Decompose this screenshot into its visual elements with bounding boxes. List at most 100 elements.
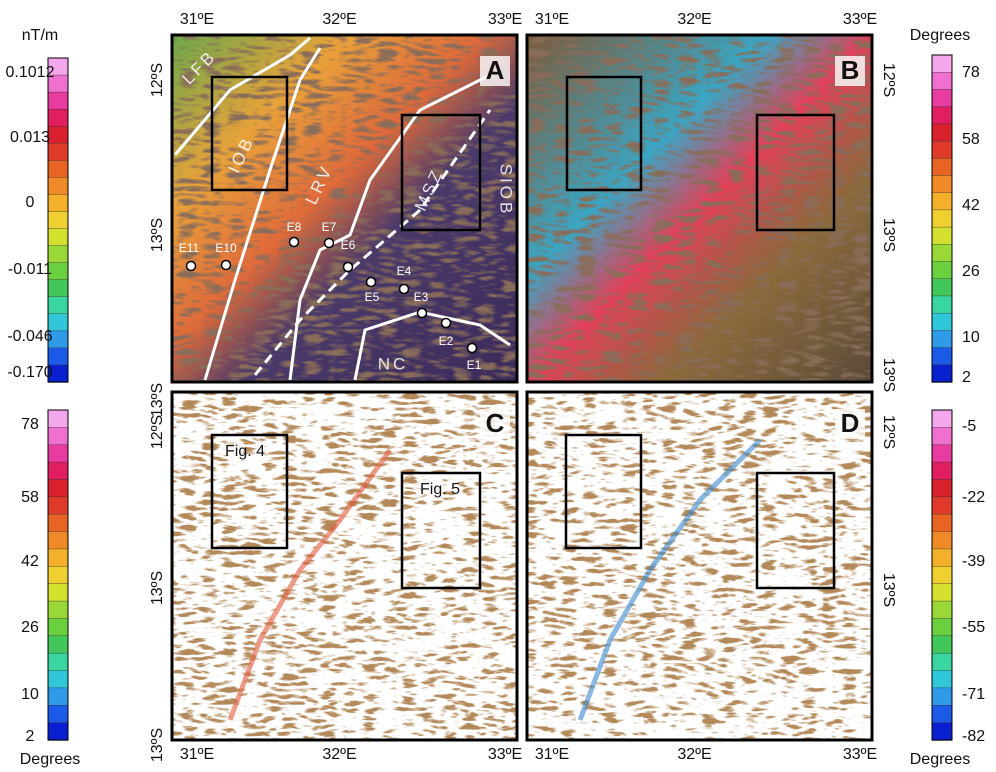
colorbar-step [932, 566, 952, 584]
colorbar-step [48, 549, 68, 567]
colorbar-step [932, 671, 952, 689]
colorbar-step [48, 229, 68, 247]
lat-label: 13ºS [149, 383, 166, 417]
colorbar-step [932, 723, 952, 741]
colorbar-step [932, 618, 952, 636]
colorbar-step [48, 618, 68, 636]
site-label: E6 [341, 238, 356, 252]
colorbar-label: 78 [962, 64, 980, 81]
colorbar-step [48, 601, 68, 619]
colorbar-step [48, 723, 68, 741]
site-label: E11 [179, 241, 200, 255]
lon-label: 32ºE [677, 11, 711, 28]
colorbar-step [48, 514, 68, 532]
colorbar-step [932, 427, 952, 445]
colorbar-step [932, 227, 952, 245]
colorbar-step [48, 348, 68, 366]
colorbar-unit: nT/m [22, 27, 58, 44]
colorbar-step [932, 158, 952, 176]
colorbar-step [48, 688, 68, 706]
lat-label: 12ºS [149, 63, 166, 97]
colorbar-step [932, 72, 952, 90]
colorbar-step [48, 194, 68, 212]
lon-label: 33ºE [488, 11, 522, 28]
lon-label: 32ºE [677, 746, 711, 763]
colorbar-label: 42 [21, 553, 39, 570]
lat-label: 13ºS [149, 218, 166, 252]
colorbar-step [932, 175, 952, 193]
region-label: NC [378, 354, 409, 373]
colorbar-label: -0.046 [7, 328, 52, 345]
lat-label: 12ºS [880, 415, 897, 449]
site-marker [442, 319, 451, 328]
colorbar-step [932, 497, 952, 515]
colorbar-label: 10 [21, 686, 39, 703]
site-marker [418, 309, 427, 318]
panel-a [172, 35, 517, 382]
colorbar-step [48, 566, 68, 584]
colorbar-step [48, 109, 68, 127]
site-marker [187, 262, 196, 271]
colorbar-label: 42 [962, 197, 980, 214]
colorbar-step [48, 705, 68, 723]
site-marker [468, 344, 477, 353]
site-label: E2 [439, 334, 454, 348]
colorbar-step [932, 262, 952, 280]
colorbar-step [48, 211, 68, 229]
colorbar-label: 78 [21, 416, 39, 433]
colorbar-label: 2 [26, 728, 35, 745]
colorbar-label: -22 [962, 489, 985, 506]
colorbar-label: -5 [962, 418, 976, 435]
inset-label: Fig. 4 [225, 443, 265, 460]
colorbar-step [932, 584, 952, 602]
colorbar-step [48, 636, 68, 654]
colorbar-step [932, 348, 952, 366]
colorbar-step [932, 55, 952, 73]
colorbar-label: -82 [962, 728, 985, 745]
region-label: SIOB [497, 164, 516, 217]
colorbar-step [932, 445, 952, 463]
panel-label: A [486, 55, 505, 85]
site-label: E1 [467, 358, 482, 372]
colorbar-step [932, 688, 952, 706]
lat-label: 12ºS [149, 415, 166, 449]
colorbar-label: -0.011 [8, 261, 52, 278]
colorbar-label: -39 [962, 553, 985, 570]
colorbar-step [932, 462, 952, 480]
lat-label: 13ºS [880, 358, 897, 392]
colorbar-step [48, 297, 68, 315]
colorbar-step [932, 636, 952, 654]
colorbar-label: 58 [962, 131, 980, 148]
map-texture [172, 392, 517, 740]
colorbar-step [932, 705, 952, 723]
panel-label: B [841, 55, 860, 85]
site-label: E4 [397, 264, 412, 278]
colorbar-unit: Degrees [20, 751, 80, 768]
site-marker [290, 238, 299, 247]
colorbar-step [48, 410, 68, 428]
colorbar-step [48, 160, 68, 178]
site-marker [367, 278, 376, 287]
colorbar-unit: Degrees [910, 27, 970, 44]
colorbar-label: 26 [21, 619, 39, 636]
colorbar-step [48, 584, 68, 602]
lon-label: 31ºE [535, 11, 569, 28]
lon-label: 33ºE [488, 746, 522, 763]
lat-label: 13ºS [880, 573, 897, 607]
colorbar-label: -0.170 [7, 364, 52, 381]
map-texture [527, 35, 872, 382]
lon-label: 33ºE [843, 746, 877, 763]
colorbar-label: 0.013 [10, 129, 50, 146]
colorbar-unit: Degrees [910, 751, 970, 768]
colorbar-step [932, 410, 952, 428]
colorbar-step [932, 532, 952, 550]
lat-label: 13ºS [149, 728, 166, 762]
colorbar-step [932, 244, 952, 262]
inset-label: Fig. 5 [420, 481, 460, 498]
colorbar-step [932, 279, 952, 297]
lon-label: 31ºE [180, 746, 214, 763]
colorbar-step [932, 296, 952, 314]
colorbar-step [48, 497, 68, 515]
lon-label: 32ºE [322, 746, 356, 763]
colorbar-step [932, 89, 952, 107]
